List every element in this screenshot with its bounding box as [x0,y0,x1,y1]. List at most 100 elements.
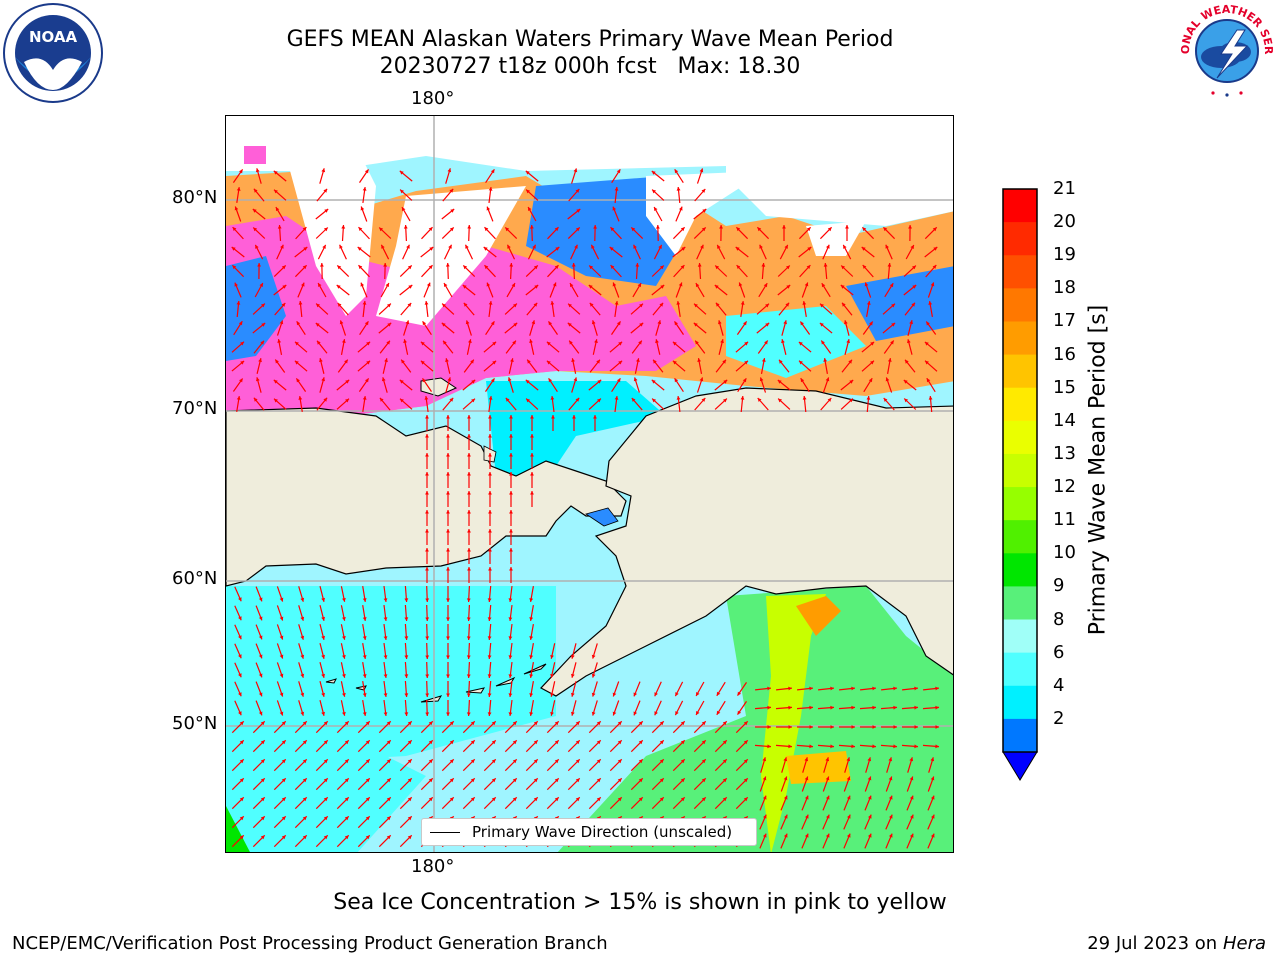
wave-direction-arrowhead [273,379,278,384]
wave-direction-arrowhead [550,301,555,305]
wave-direction-arrowhead [446,548,450,552]
wave-direction-arrowhead [825,833,830,838]
colorbar-segment [1003,652,1037,687]
wave-direction-arrowhead [488,548,492,552]
wave-direction-arrowhead [449,397,454,402]
wave-direction-arrowhead [675,711,679,716]
wave-direction-arrowhead [571,692,575,697]
wave-direction-arrowhead [491,721,496,726]
wave-direction-arrowhead [400,398,404,403]
wave-direction-arrowhead [508,655,513,659]
wave-direction-arrowhead [700,244,704,249]
wave-direction-arrowhead [281,265,286,270]
wave-direction-arrowhead [321,692,325,697]
wave-direction-arrowhead [911,302,915,307]
wave-direction-arrowhead [701,797,706,802]
wave-direction-arrowhead [403,339,407,343]
wave-direction-arrowhead [889,814,893,819]
wave-direction-arrowhead [844,320,848,325]
wave-direction-arrowhead [344,740,349,745]
wave-direction-arrowhead [509,548,513,552]
wave-direction-arrowhead [239,740,244,745]
colorbar-segment [1003,487,1037,521]
wave-direction-arrowhead [617,721,622,726]
footer-left: NCEP/EMC/Verification Post Processing Pr… [12,933,608,954]
wave-direction-arrowhead [715,265,720,270]
wave-direction-arrowhead [443,340,447,345]
wave-direction-arrowhead [362,301,367,305]
wave-direction-arrowhead [260,835,265,840]
wave-direction-arrowhead [364,321,369,326]
wave-direction-arrowhead [488,415,492,419]
wave-direction-arrowhead [653,359,657,364]
wave-direction-arrowhead [337,303,342,307]
map-svg [226,116,953,852]
wave-direction-arrowhead [404,598,409,602]
wave-direction-arrowhead [783,795,788,800]
wave-direction-arrowhead [762,795,767,800]
wave-direction-arrowhead [379,227,384,232]
wave-direction-arrowhead [470,797,475,802]
wave-direction-arrowhead [383,674,388,678]
wave-direction-arrowhead [570,283,574,288]
wave-direction-arrowhead [424,301,429,305]
wave-direction-arrowhead [652,398,656,403]
wave-direction-arrowhead [788,686,792,691]
wave-direction-arrowhead [342,655,346,659]
wave-direction-arrowhead [659,740,664,745]
wave-direction-arrowhead [555,247,560,251]
wave-direction-arrowhead [446,567,450,571]
wave-period-map [225,115,954,853]
wave-direction-arrowhead [258,597,263,602]
ice-gap-1 [286,146,376,316]
wave-direction-arrowhead [379,397,384,402]
wave-direction-arrowhead [809,705,813,710]
wave-direction-arrowhead [699,168,704,173]
wave-direction-arrowhead [508,598,513,602]
wave-direction-arrowhead [633,692,638,697]
wave-direction-arrowhead [232,265,237,270]
wave-direction-arrowhead [680,797,685,802]
wave-direction-arrowhead [239,778,244,783]
wave-direction-arrowhead [847,814,851,819]
wave-direction-arrowhead [405,320,410,325]
wave-direction-arrowhead [385,283,389,287]
wave-direction-arrowhead [446,434,450,438]
wave-direction-arrowhead [281,740,286,745]
wave-direction-arrowhead [258,692,263,697]
wave-direction-arrowhead [530,472,534,476]
wave-direction-arrowhead [778,398,782,403]
wave-direction-arrowhead [809,725,813,729]
wave-direction-arrowhead [344,797,349,802]
wave-direction-arrowhead [425,491,429,495]
wave-direction-arrowhead [366,360,371,365]
colorbar-tick-label: 9 [1053,575,1065,597]
wave-direction-arrowhead [680,778,685,783]
wave-direction-arrowhead [864,282,869,287]
wave-direction-arrowhead [823,358,828,362]
wave-direction-arrowhead [508,674,513,678]
wave-direction-arrowhead [701,189,706,193]
wave-direction-arrowhead [505,227,510,232]
wave-direction-arrowhead [279,654,284,659]
wave-direction-arrowhead [508,636,513,640]
wave-direction-arrowhead [446,712,450,716]
wave-direction-arrowhead [425,636,430,640]
wave-direction-arrowhead [512,778,517,783]
wave-direction-arrowhead [509,453,513,457]
wave-direction-arrowhead [612,206,617,211]
wave-direction-arrowhead [530,434,534,438]
wave-direction-arrowhead [253,188,258,193]
swell-yellow-core [786,751,851,784]
wave-direction-arrowhead [426,282,431,287]
wave-direction-arrowhead [701,740,706,745]
wave-direction-arrowhead [914,705,918,710]
wave-direction-arrowhead [511,283,515,288]
wave-direction-arrowhead [637,283,642,288]
wave-direction-arrowhead [487,674,492,678]
wave-direction-arrowhead [425,453,429,457]
wave-direction-arrowhead [407,265,412,270]
wave-direction-arrowhead [449,797,454,802]
colorbar-tick-label: 16 [1053,343,1076,365]
wave-direction-arrowhead [638,759,643,764]
